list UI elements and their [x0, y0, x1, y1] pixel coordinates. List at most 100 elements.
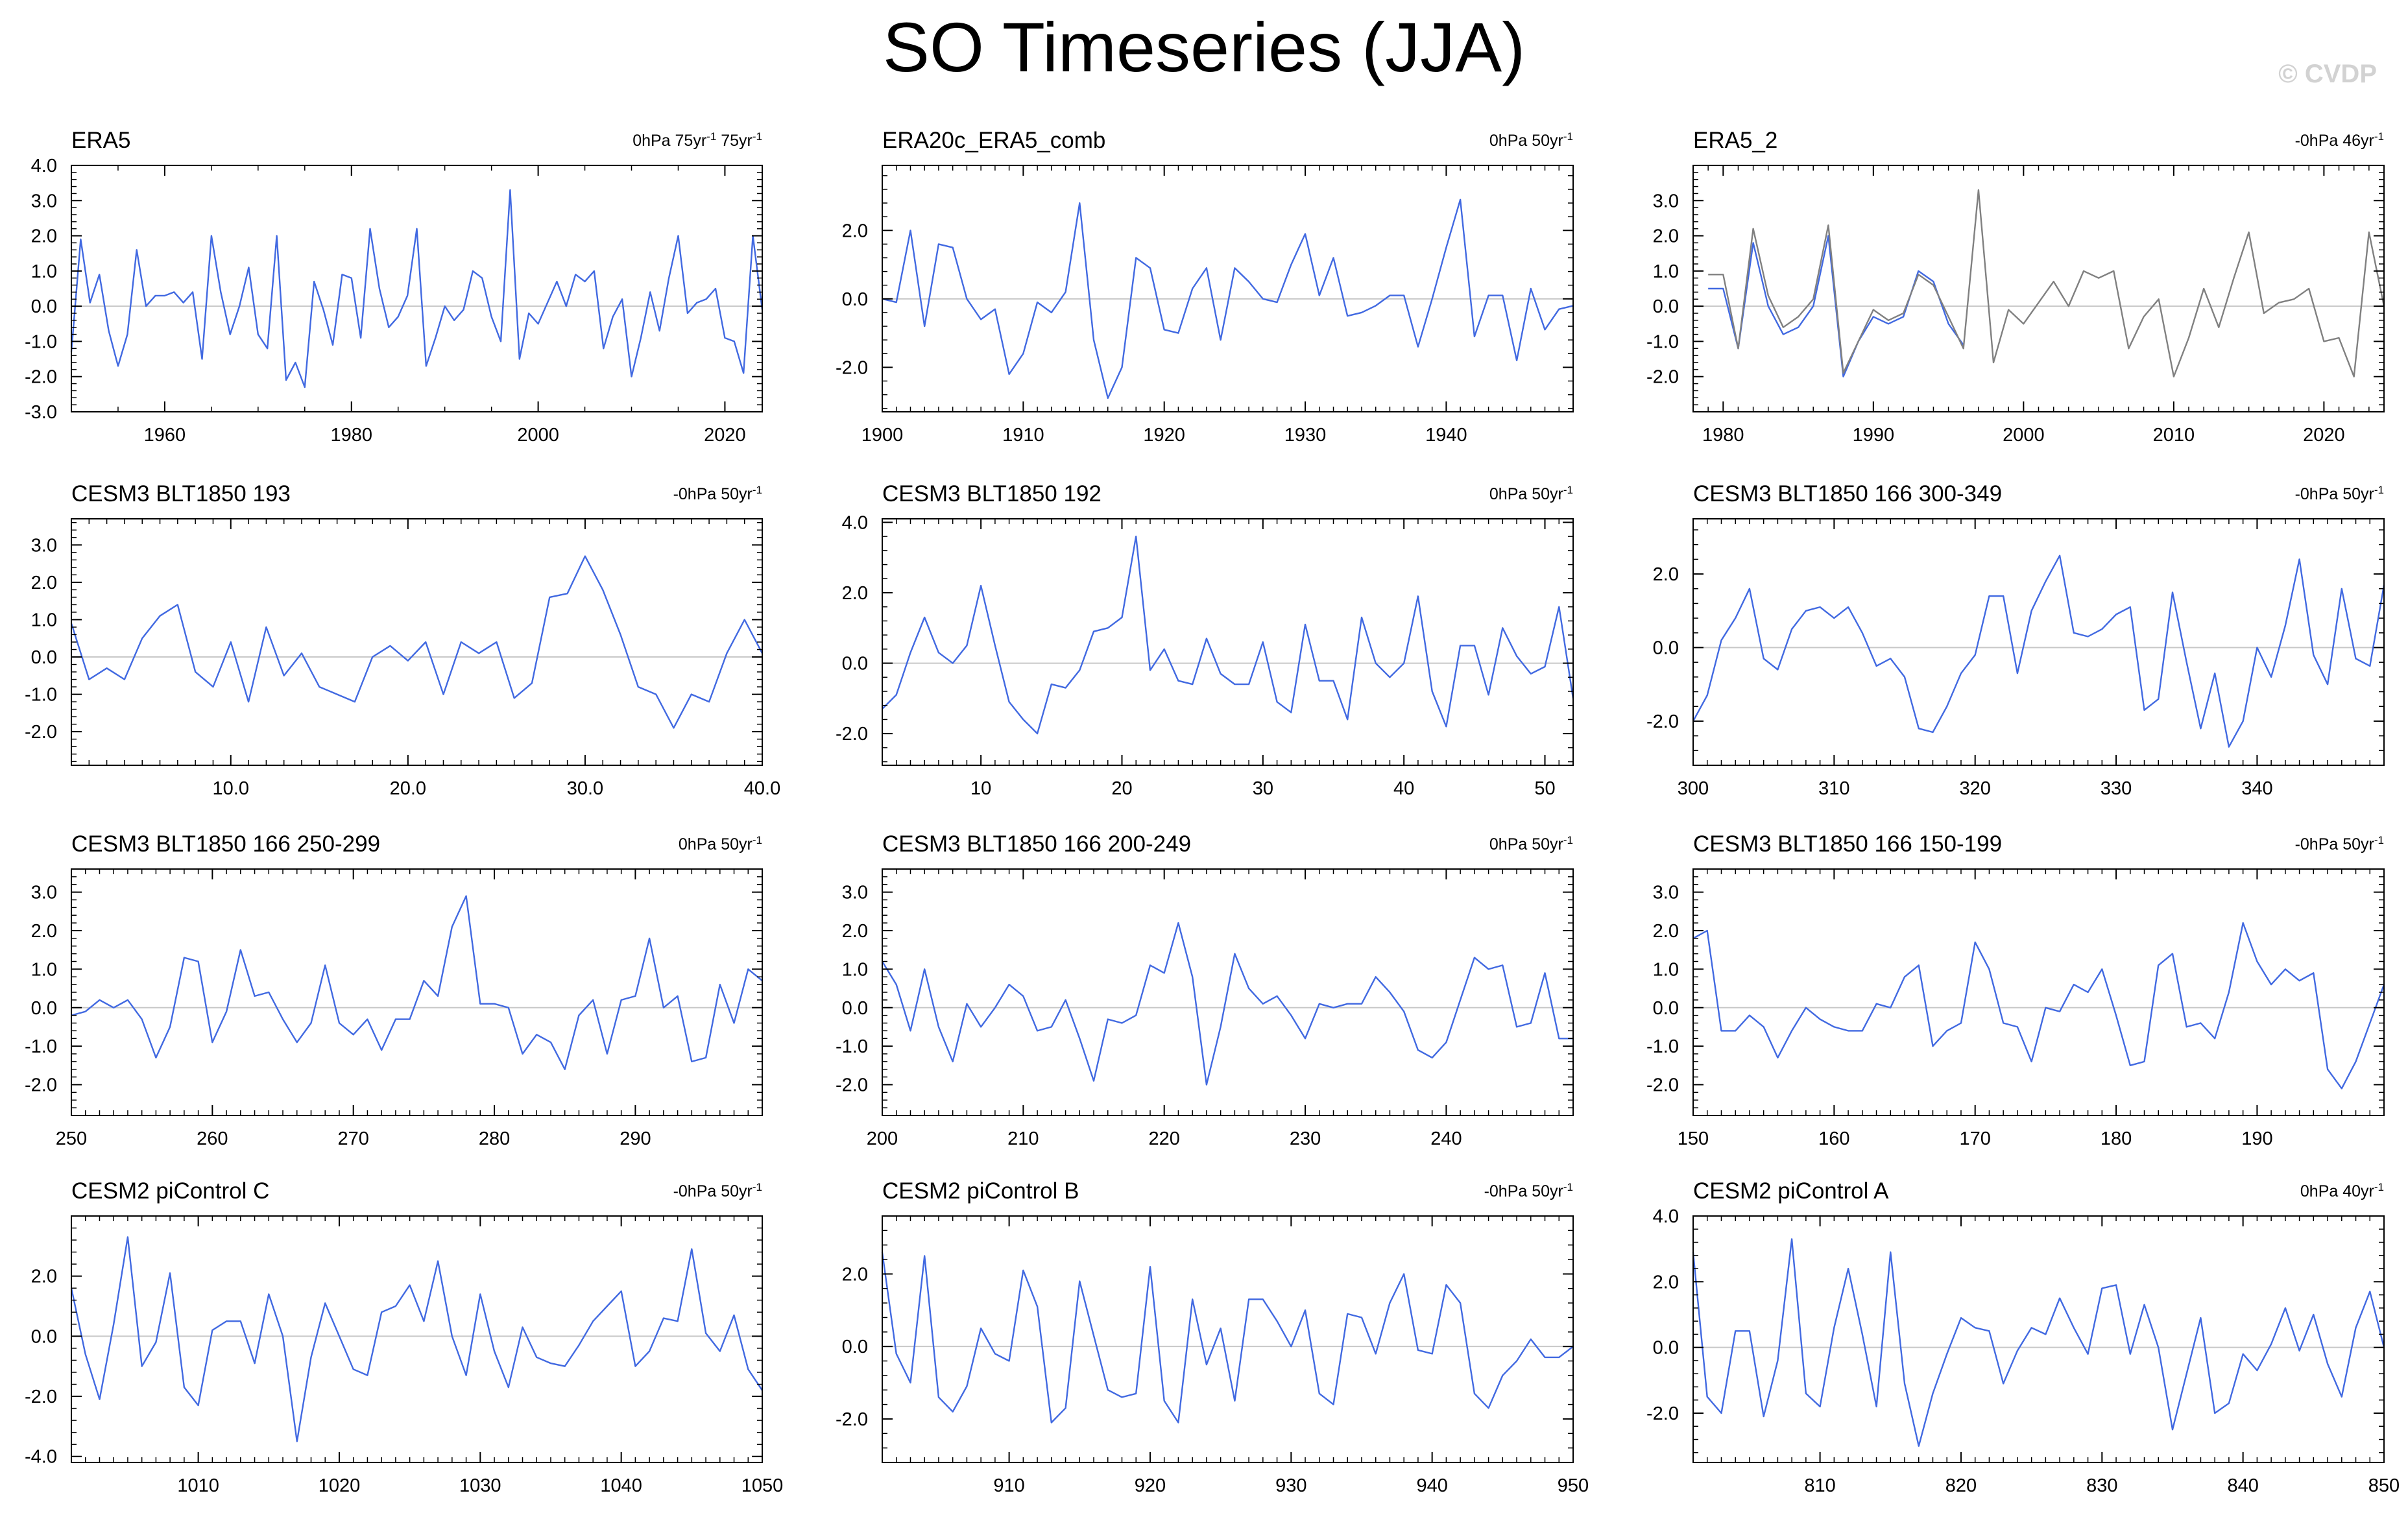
x-tick-label: 940: [1416, 1475, 1447, 1496]
x-tick-label: 910: [993, 1475, 1024, 1496]
x-tick-label: 930: [1275, 1475, 1306, 1496]
series-line-1: [1692, 554, 2385, 748]
y-tick-label: 0.0: [842, 289, 868, 310]
x-tick-label: 200: [867, 1128, 898, 1149]
panel-title: CESM3 BLT1850 166 150-199: [1693, 831, 2002, 857]
x-tick-label: 220: [1148, 1128, 1179, 1149]
x-tick-label: 180: [2101, 1128, 2132, 1149]
x-tick-label: 1900: [861, 425, 904, 446]
x-tick-label: 30.0: [567, 778, 603, 799]
x-tick-label: 330: [2101, 778, 2132, 799]
x-tick-label: 170: [1959, 1128, 1990, 1149]
x-tick-label: 1940: [1425, 425, 1467, 446]
plot-frame: [1692, 1215, 2385, 1463]
panel-title: CESM2 piControl A: [1693, 1178, 1889, 1204]
panel-annotation: 0hPa 50yr-1: [1489, 484, 1573, 503]
series-line-1: [70, 1236, 763, 1442]
chart-panel-4: CESM3 BLT1850 193 -0hPa 50yr-1 10.0 20.0 30.…: [25, 481, 780, 799]
y-tick-label: -1.0: [1646, 331, 1679, 352]
panel-annotation: -0hPa 50yr-1: [673, 1181, 762, 1200]
plot-frame: [1692, 868, 2385, 1116]
y-tick-label: 4.0: [1653, 1206, 1679, 1227]
series-line-1: [70, 555, 764, 729]
y-tick-label: 3.0: [31, 535, 57, 556]
series-line-1: [71, 895, 763, 1071]
x-tick-label: 950: [1558, 1475, 1589, 1496]
chart-panel-9: CESM3 BLT1850 166 150-199 -0hPa 50yr-1 150…: [1646, 831, 2385, 1149]
x-tick-label: 1920: [1143, 425, 1185, 446]
x-tick-label: 1010: [177, 1475, 219, 1496]
x-tick-label: 20: [1111, 778, 1132, 799]
watermark: © CVDP: [2278, 60, 2377, 88]
plot-frame: [71, 868, 763, 1116]
chart-panel-10: CESM2 piControl C -0hPa 50yr-1 1010 1020 103…: [25, 1178, 783, 1496]
x-tick-label: 190: [2241, 1128, 2272, 1149]
y-tick-label: 2.0: [1653, 1272, 1679, 1293]
x-tick-label: 820: [1945, 1475, 1977, 1496]
y-tick-label: 2.0: [1653, 921, 1679, 942]
y-tick-label: 0.0: [1653, 296, 1679, 317]
x-tick-label: 1020: [319, 1475, 361, 1496]
plot-frame: [882, 1215, 1574, 1463]
y-tick-label: 2.0: [842, 221, 868, 241]
y-tick-label: -2.0: [1646, 711, 1679, 732]
y-tick-label: 3.0: [1653, 191, 1679, 211]
y-tick-label: 3.0: [1653, 883, 1679, 903]
y-tick-label: 0.0: [842, 998, 868, 1019]
y-tick-label: 2.0: [31, 226, 57, 247]
x-tick-label: 340: [2241, 778, 2272, 799]
y-tick-label: 0.0: [842, 654, 868, 674]
y-tick-label: 0.0: [31, 647, 57, 668]
x-tick-label: 270: [337, 1128, 368, 1149]
x-tick-label: 840: [2227, 1475, 2258, 1496]
panel-title: CESM2 piControl C: [71, 1178, 269, 1204]
panel-annotation: 0hPa 75yr-1 75yr-1: [632, 130, 762, 150]
panel-annotation: -0hPa 50yr-1: [673, 484, 762, 503]
y-tick-label: -2.0: [836, 1075, 868, 1096]
y-tick-label: -2.0: [25, 1075, 57, 1096]
y-tick-label: 2.0: [842, 921, 868, 942]
x-tick-label: 280: [479, 1128, 510, 1149]
chart-panel-11: CESM2 piControl B -0hPa 50yr-1 910 920 930 94…: [836, 1178, 1589, 1496]
series-line-2: [1708, 189, 2385, 377]
y-tick-label: 3.0: [31, 883, 57, 903]
x-tick-label: 810: [1804, 1475, 1835, 1496]
x-tick-label: 290: [620, 1128, 651, 1149]
y-tick-label: 2.0: [842, 583, 868, 604]
x-tick-label: 1960: [144, 425, 186, 446]
series-line-1: [70, 189, 764, 388]
y-tick-label: 0.0: [31, 1326, 57, 1347]
panel-annotation: -0hPa 50yr-1: [2295, 834, 2384, 853]
x-tick-label: 230: [1290, 1128, 1321, 1149]
y-tick-label: -1.0: [25, 331, 57, 352]
panel-annotation: -0hPa 50yr-1: [1484, 1181, 1573, 1200]
plot-frame: [71, 518, 763, 766]
y-tick-label: -2.0: [25, 722, 57, 743]
y-tick-label: -2.0: [836, 357, 868, 378]
x-tick-label: 2020: [704, 425, 746, 446]
series-line-1: [882, 535, 1574, 735]
x-tick-label: 20.0: [390, 778, 426, 799]
y-tick-label: 0.0: [842, 1337, 868, 1357]
x-tick-label: 240: [1430, 1128, 1462, 1149]
x-tick-label: 30: [1253, 778, 1273, 799]
y-tick-label: 0.0: [31, 998, 57, 1019]
x-tick-label: 260: [197, 1128, 228, 1149]
x-tick-label: 160: [1818, 1128, 1849, 1149]
chart-panel-3: ERA5_2 -0hPa 46yr-1 1980 1990 2000 2010 2020 -2…: [1646, 128, 2385, 446]
y-tick-label: 1.0: [842, 959, 868, 980]
panel-annotation: 0hPa 50yr-1: [1489, 130, 1573, 150]
x-tick-label: 850: [2368, 1475, 2400, 1496]
y-tick-label: -1.0: [1646, 1036, 1679, 1057]
x-tick-label: 2000: [2003, 425, 2045, 446]
chart-panel-8: CESM3 BLT1850 166 200-249 0hPa 50yr-1 200 2…: [836, 831, 1574, 1149]
plot-frame: [1692, 518, 2385, 766]
x-tick-label: 210: [1007, 1128, 1039, 1149]
plot-frame: [1692, 165, 2385, 412]
x-tick-label: 1050: [741, 1475, 784, 1496]
x-tick-label: 830: [2086, 1475, 2117, 1496]
x-tick-label: 250: [56, 1128, 87, 1149]
y-tick-label: -1.0: [25, 685, 57, 706]
y-tick-label: 0.0: [1653, 638, 1679, 659]
